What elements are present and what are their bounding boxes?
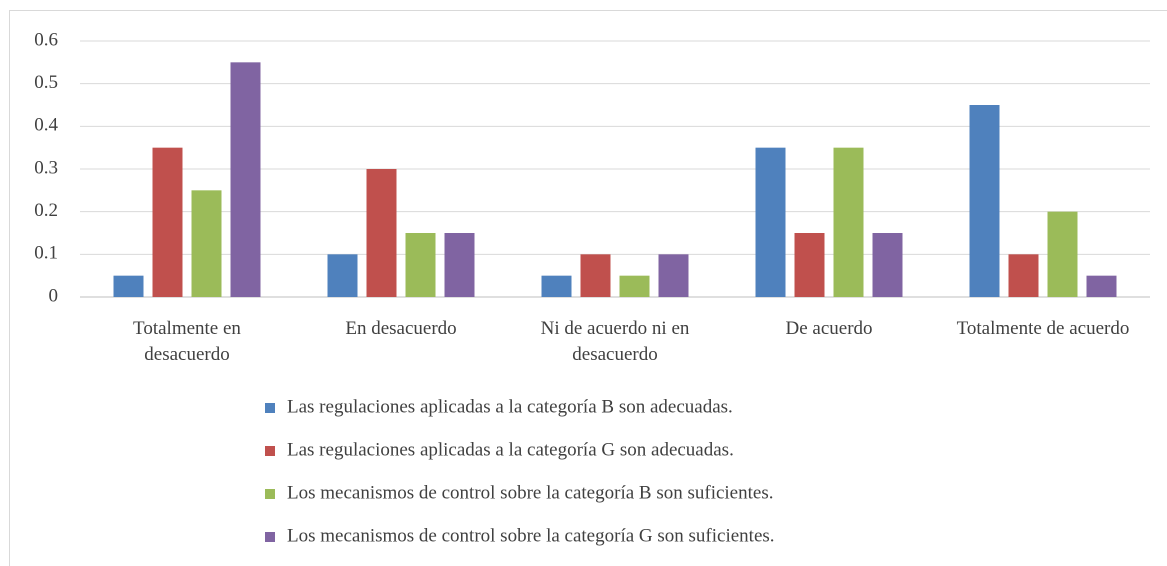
bar bbox=[191, 190, 222, 297]
bar bbox=[872, 233, 903, 297]
bar bbox=[794, 233, 825, 297]
chart-border bbox=[9, 10, 1167, 566]
bar bbox=[580, 254, 611, 297]
bar bbox=[619, 275, 650, 297]
y-tick-label: 0.6 bbox=[34, 29, 58, 50]
x-tick-label: Totalmente en desacuerdo bbox=[133, 318, 241, 365]
bar bbox=[152, 147, 183, 297]
legend-swatch bbox=[265, 532, 275, 542]
y-tick-label: 0.5 bbox=[34, 72, 58, 93]
y-tick-label: 0 bbox=[49, 285, 59, 306]
bar bbox=[658, 254, 689, 297]
bar bbox=[1008, 254, 1039, 297]
legend-swatch bbox=[265, 403, 275, 413]
legend-swatch bbox=[265, 489, 275, 499]
bar bbox=[1047, 211, 1078, 297]
bar bbox=[969, 105, 1000, 297]
bar bbox=[113, 275, 144, 297]
bar bbox=[405, 233, 436, 297]
y-tick-label: 0.1 bbox=[34, 243, 58, 264]
x-tick-label: De acuerdo bbox=[785, 318, 873, 339]
legend-swatch bbox=[265, 446, 275, 456]
y-tick-label: 0.3 bbox=[34, 157, 58, 178]
legend-label: Los mecanismos de control sobre la categ… bbox=[287, 482, 773, 503]
x-tick-label: En desacuerdo bbox=[345, 318, 457, 339]
bar bbox=[541, 275, 572, 297]
bar bbox=[833, 147, 864, 297]
x-tick-label: Totalmente de acuerdo bbox=[956, 318, 1130, 339]
bar bbox=[327, 254, 358, 297]
bar bbox=[1086, 275, 1117, 297]
legend-label: Las regulaciones aplicadas a la categorí… bbox=[287, 439, 734, 460]
bar bbox=[755, 147, 786, 297]
legend-label: Los mecanismos de control sobre la categ… bbox=[287, 525, 775, 546]
y-tick-label: 0.2 bbox=[34, 200, 58, 221]
bar bbox=[230, 62, 261, 298]
bar bbox=[366, 169, 397, 297]
y-tick-label: 0.4 bbox=[34, 115, 58, 136]
bar bbox=[444, 233, 475, 297]
x-tick-label: Ni de acuerdo ni en desacuerdo bbox=[540, 318, 690, 365]
legend-label: Las regulaciones aplicadas a la categorí… bbox=[287, 396, 733, 417]
